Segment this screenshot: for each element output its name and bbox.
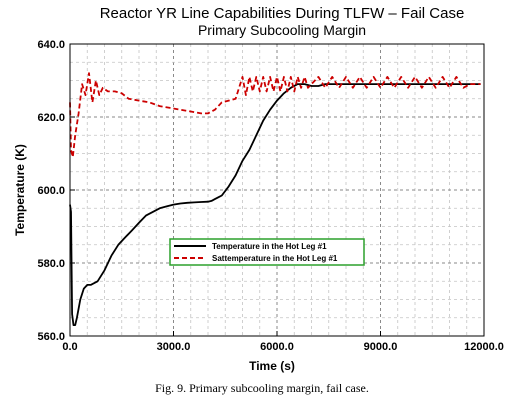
x-tick-label: 3000.0 [157, 341, 191, 353]
y-axis-label: Temperature (K) [13, 144, 27, 236]
series-layer [69, 72, 481, 327]
chart-subtitle: Primary Subcooling Margin [198, 22, 366, 38]
y-tick-label: 560.0 [37, 331, 65, 343]
legend: Temperature in the Hot Leg #1 Sattempera… [169, 238, 365, 266]
x-tick-label: 12000.0 [464, 341, 504, 353]
x-tick-label: 0.0 [62, 341, 77, 353]
figure-caption: Fig. 9. Primary subcooling margin, fail … [155, 381, 369, 395]
legend-box [169, 238, 365, 266]
chart-title: Reactor YR Line Capabilities During TLFW… [100, 5, 465, 22]
y-tick-label: 580.0 [37, 258, 65, 270]
x-tick-label: 9000.0 [364, 341, 398, 353]
y-tick-label: 640.0 [37, 39, 65, 51]
legend-label-temperature: Temperature in the Hot Leg #1 [212, 242, 327, 251]
y-tick-label: 600.0 [37, 185, 65, 197]
y-tick-label: 620.0 [37, 112, 65, 124]
series-line-sattemperature [69, 72, 481, 159]
x-axis-label: Time (s) [249, 359, 295, 373]
series-line-temperature [69, 83, 481, 327]
legend-label-sattemperature: Sattemperature in the Hot Leg #1 [212, 254, 338, 263]
x-tick-label: 6000.0 [260, 341, 294, 353]
ticks: 0.0 3000.0 6000.0 9000.0 12000.0 560.0 580.0 60… [37, 39, 503, 353]
